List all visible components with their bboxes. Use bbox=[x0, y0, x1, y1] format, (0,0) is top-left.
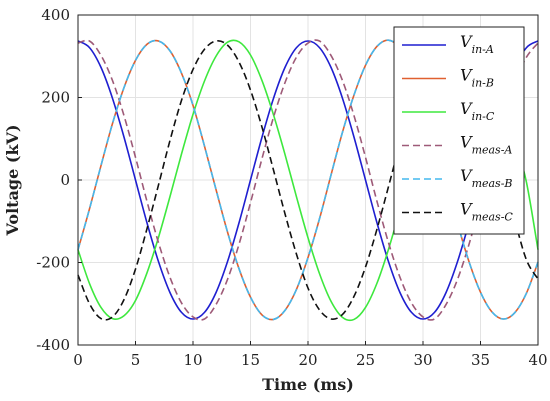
legend-entry-label: Vmeas-C bbox=[460, 200, 513, 224]
y-tick-label: -400 bbox=[36, 336, 70, 354]
x-tick-label: 5 bbox=[131, 351, 141, 369]
legend-entry-label: Vin-A bbox=[460, 32, 494, 56]
y-axis-label: Voltage (kV) bbox=[3, 124, 22, 236]
x-tick-label: 20 bbox=[298, 351, 317, 369]
series-meas-a-line bbox=[77, 39, 539, 321]
legend-entry-label: Vmeas-B bbox=[460, 166, 513, 190]
y-tick-label: 400 bbox=[41, 6, 70, 24]
x-tick-label: 40 bbox=[528, 351, 547, 369]
x-tick-label: 25 bbox=[356, 351, 375, 369]
x-tick-label: 30 bbox=[413, 351, 432, 369]
x-tick-label: 15 bbox=[241, 351, 260, 369]
y-tick-label: 200 bbox=[41, 89, 70, 107]
legend-entry-label: Vin-B bbox=[460, 66, 494, 90]
x-tick-label: 0 bbox=[73, 351, 83, 369]
x-axis-label: Time (ms) bbox=[262, 375, 354, 394]
series-meas-c-line bbox=[77, 40, 539, 321]
y-tick-label: 0 bbox=[60, 171, 70, 189]
series-meas-b-line bbox=[77, 39, 539, 321]
axis-ticks: 0 5 10 15 20 25 30 35 40 400 200 0 -200 -400 bbox=[36, 6, 547, 369]
legend: Vin-A Vin-B Vin-C Vmeas-A Vmeas-B Vmeas-C bbox=[393, 26, 525, 235]
legend-entry-label: Vin-C bbox=[460, 99, 495, 123]
legend-entry-label: Vmeas-A bbox=[460, 133, 512, 157]
series-in-a-line bbox=[77, 40, 539, 320]
y-tick-label: -200 bbox=[36, 254, 70, 272]
legend-box bbox=[393, 26, 525, 235]
x-tick-label: 10 bbox=[183, 351, 202, 369]
x-tick-label: 35 bbox=[471, 351, 490, 369]
